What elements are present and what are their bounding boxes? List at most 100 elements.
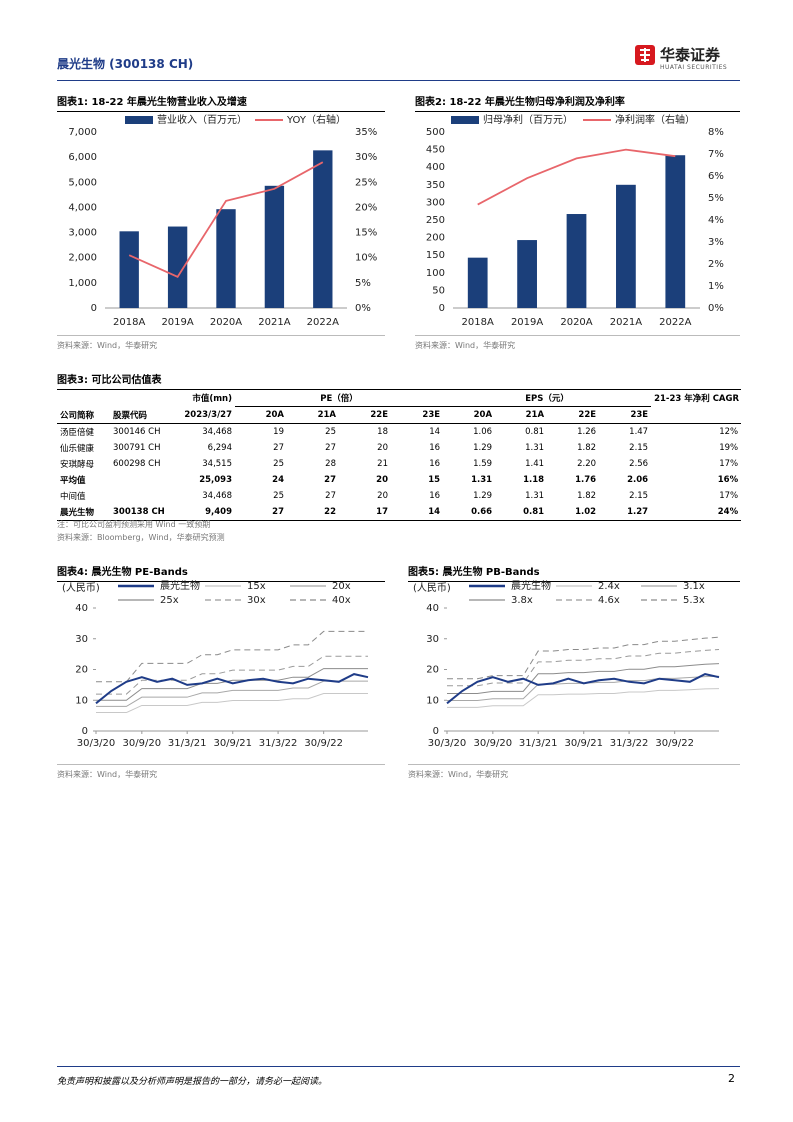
- table-cell: 21A: [495, 406, 548, 424]
- table-cell: 24%: [717, 507, 739, 517]
- y2-tick-label: 10%: [355, 253, 377, 264]
- table-cell: 17%: [719, 491, 739, 501]
- y2-tick-label: 8%: [708, 127, 724, 138]
- y-tick-label: 40: [75, 603, 88, 614]
- legend-label: 3.1x: [683, 581, 705, 592]
- table-cell: 2.20: [577, 459, 597, 469]
- table-cell: 21-23 年净利 CAGR: [654, 394, 740, 405]
- x-tick-label: 2022A: [307, 317, 339, 328]
- table-cell: 20: [377, 491, 388, 501]
- footer-rule: [57, 1066, 740, 1067]
- x-tick-label: 2020A: [560, 317, 592, 328]
- y2-tick-label: 4%: [708, 215, 724, 226]
- table-cell: 1.31: [471, 475, 493, 485]
- table-cell: EPS（元）: [443, 389, 652, 407]
- table-cell: 1.76: [575, 475, 597, 485]
- table: 市值(mn) PE（倍） EPS（元） 21-23 年净利 CAGR 公司简称 股票代码 2…: [57, 389, 742, 521]
- table-cell: 2023/3/27: [175, 406, 235, 424]
- table-cell: 2.56: [629, 459, 649, 469]
- y-tick-label: 0: [439, 303, 445, 314]
- x-tick-label: 30/9/22: [655, 738, 694, 749]
- legend-label: 晨光生物: [160, 579, 200, 592]
- y-tick-label: 30: [75, 634, 88, 645]
- table-cell: 300146 CH: [113, 427, 161, 437]
- table-cell: 1.41: [525, 459, 545, 469]
- legend-label: 归母净利（百万元）: [483, 113, 573, 126]
- table-cell: [110, 488, 175, 504]
- table-cell: 25,093: [199, 475, 232, 485]
- table-cell: 20: [376, 475, 388, 485]
- table-cell: 公司简称: [57, 406, 110, 424]
- y-tick-label: 7,000: [68, 127, 97, 138]
- table-cell: 1.82: [577, 491, 597, 501]
- chart: 0 50 100 150 200 250 300 350 400 450 500 0% 1% 2% 3% 4%…: [426, 113, 724, 328]
- legend-label: 晨光生物: [511, 579, 551, 592]
- header-rule: [57, 80, 740, 81]
- table-cell: 17%: [719, 459, 739, 469]
- figure-title: 图表2: 18-22 年晨光生物归母净利润及净利率: [415, 93, 740, 112]
- table-cell: 300791 CH: [113, 443, 161, 453]
- line-series: [96, 668, 368, 701]
- table-cell: 0.81: [523, 507, 545, 517]
- bar: [616, 184, 636, 308]
- y-tick-label: 1,000: [68, 278, 97, 289]
- line-series: [447, 636, 720, 680]
- bar: [467, 257, 488, 308]
- line-series: [447, 663, 720, 694]
- y-tick-label: 200: [426, 233, 445, 244]
- table-cell: 16: [429, 459, 441, 469]
- table-cell: 1.18: [523, 475, 545, 485]
- x-tick-label: 31/3/22: [610, 738, 649, 749]
- logo-text: 华泰证券: [660, 46, 721, 64]
- table-title: 图表3: 可比公司估值表: [57, 371, 740, 390]
- y2-tick-label: 7%: [708, 149, 724, 160]
- table-cell: 1.59: [473, 459, 493, 469]
- line-series: [96, 692, 368, 714]
- table-cell: 汤臣倍健: [60, 428, 95, 438]
- source: 资料来源：Wind，华泰研究: [57, 764, 385, 780]
- y-tick-label: 10: [426, 695, 439, 706]
- table-cell: 0.66: [471, 507, 493, 517]
- figure-title: 图表4: 晨光生物 PE-Bands: [57, 563, 385, 582]
- table-cell: 27: [273, 443, 284, 453]
- table-cell: 12%: [719, 427, 739, 437]
- table-cell: 股票代码: [110, 406, 175, 424]
- header-title: 晨光生物 (300138 CH): [57, 57, 194, 71]
- table-cell: 27: [324, 475, 336, 485]
- table-source: 资料来源：Bloomberg，Wind，华泰研究预测: [57, 533, 225, 542]
- legend-label: 4.6x: [598, 595, 620, 606]
- y2-tick-label: 20%: [355, 202, 377, 213]
- table-cell: 1.02: [575, 507, 597, 517]
- x-tick-label: 2021A: [258, 317, 290, 328]
- table-cell: 17: [376, 507, 388, 517]
- table-cell: 19: [273, 427, 284, 437]
- table-cell: 34,468: [202, 427, 232, 437]
- table-cell: [110, 472, 175, 488]
- y-axis-label: (人民币): [413, 582, 451, 594]
- x-tick-label: 30/9/20: [123, 738, 162, 749]
- x-tick-label: 30/9/22: [304, 738, 343, 749]
- legend-label: 30x: [247, 595, 266, 606]
- table-cell: PE（倍）: [235, 389, 444, 407]
- legend-swatch: [451, 116, 479, 124]
- line-series: [447, 688, 720, 708]
- legend-swatch: [125, 116, 153, 124]
- table-cell: 16: [429, 443, 441, 453]
- table-cell: 6,294: [207, 443, 232, 453]
- table-cell: 16: [429, 491, 441, 501]
- y-tick-label: 100: [426, 268, 445, 279]
- y-tick-label: 300: [426, 197, 445, 208]
- table-cell: 20A: [235, 406, 287, 424]
- table-cell: 平均值: [60, 476, 86, 486]
- table-cell: 19%: [719, 443, 739, 453]
- table-cell: 1.26: [577, 427, 597, 437]
- legend-label: 15x: [247, 581, 266, 592]
- table-cell: 22E: [339, 406, 391, 424]
- table-cell: 20A: [443, 406, 496, 424]
- bar: [517, 240, 537, 308]
- table-cell: 21A: [287, 406, 339, 424]
- y-tick-label: 30: [426, 634, 439, 645]
- table-cell: 晨光生物: [60, 508, 95, 518]
- table-cell: 1.82: [577, 443, 597, 453]
- disclaimer: 免责声明和披露以及分析师声明是报告的一部分，请务必一起阅读。: [57, 1077, 328, 1087]
